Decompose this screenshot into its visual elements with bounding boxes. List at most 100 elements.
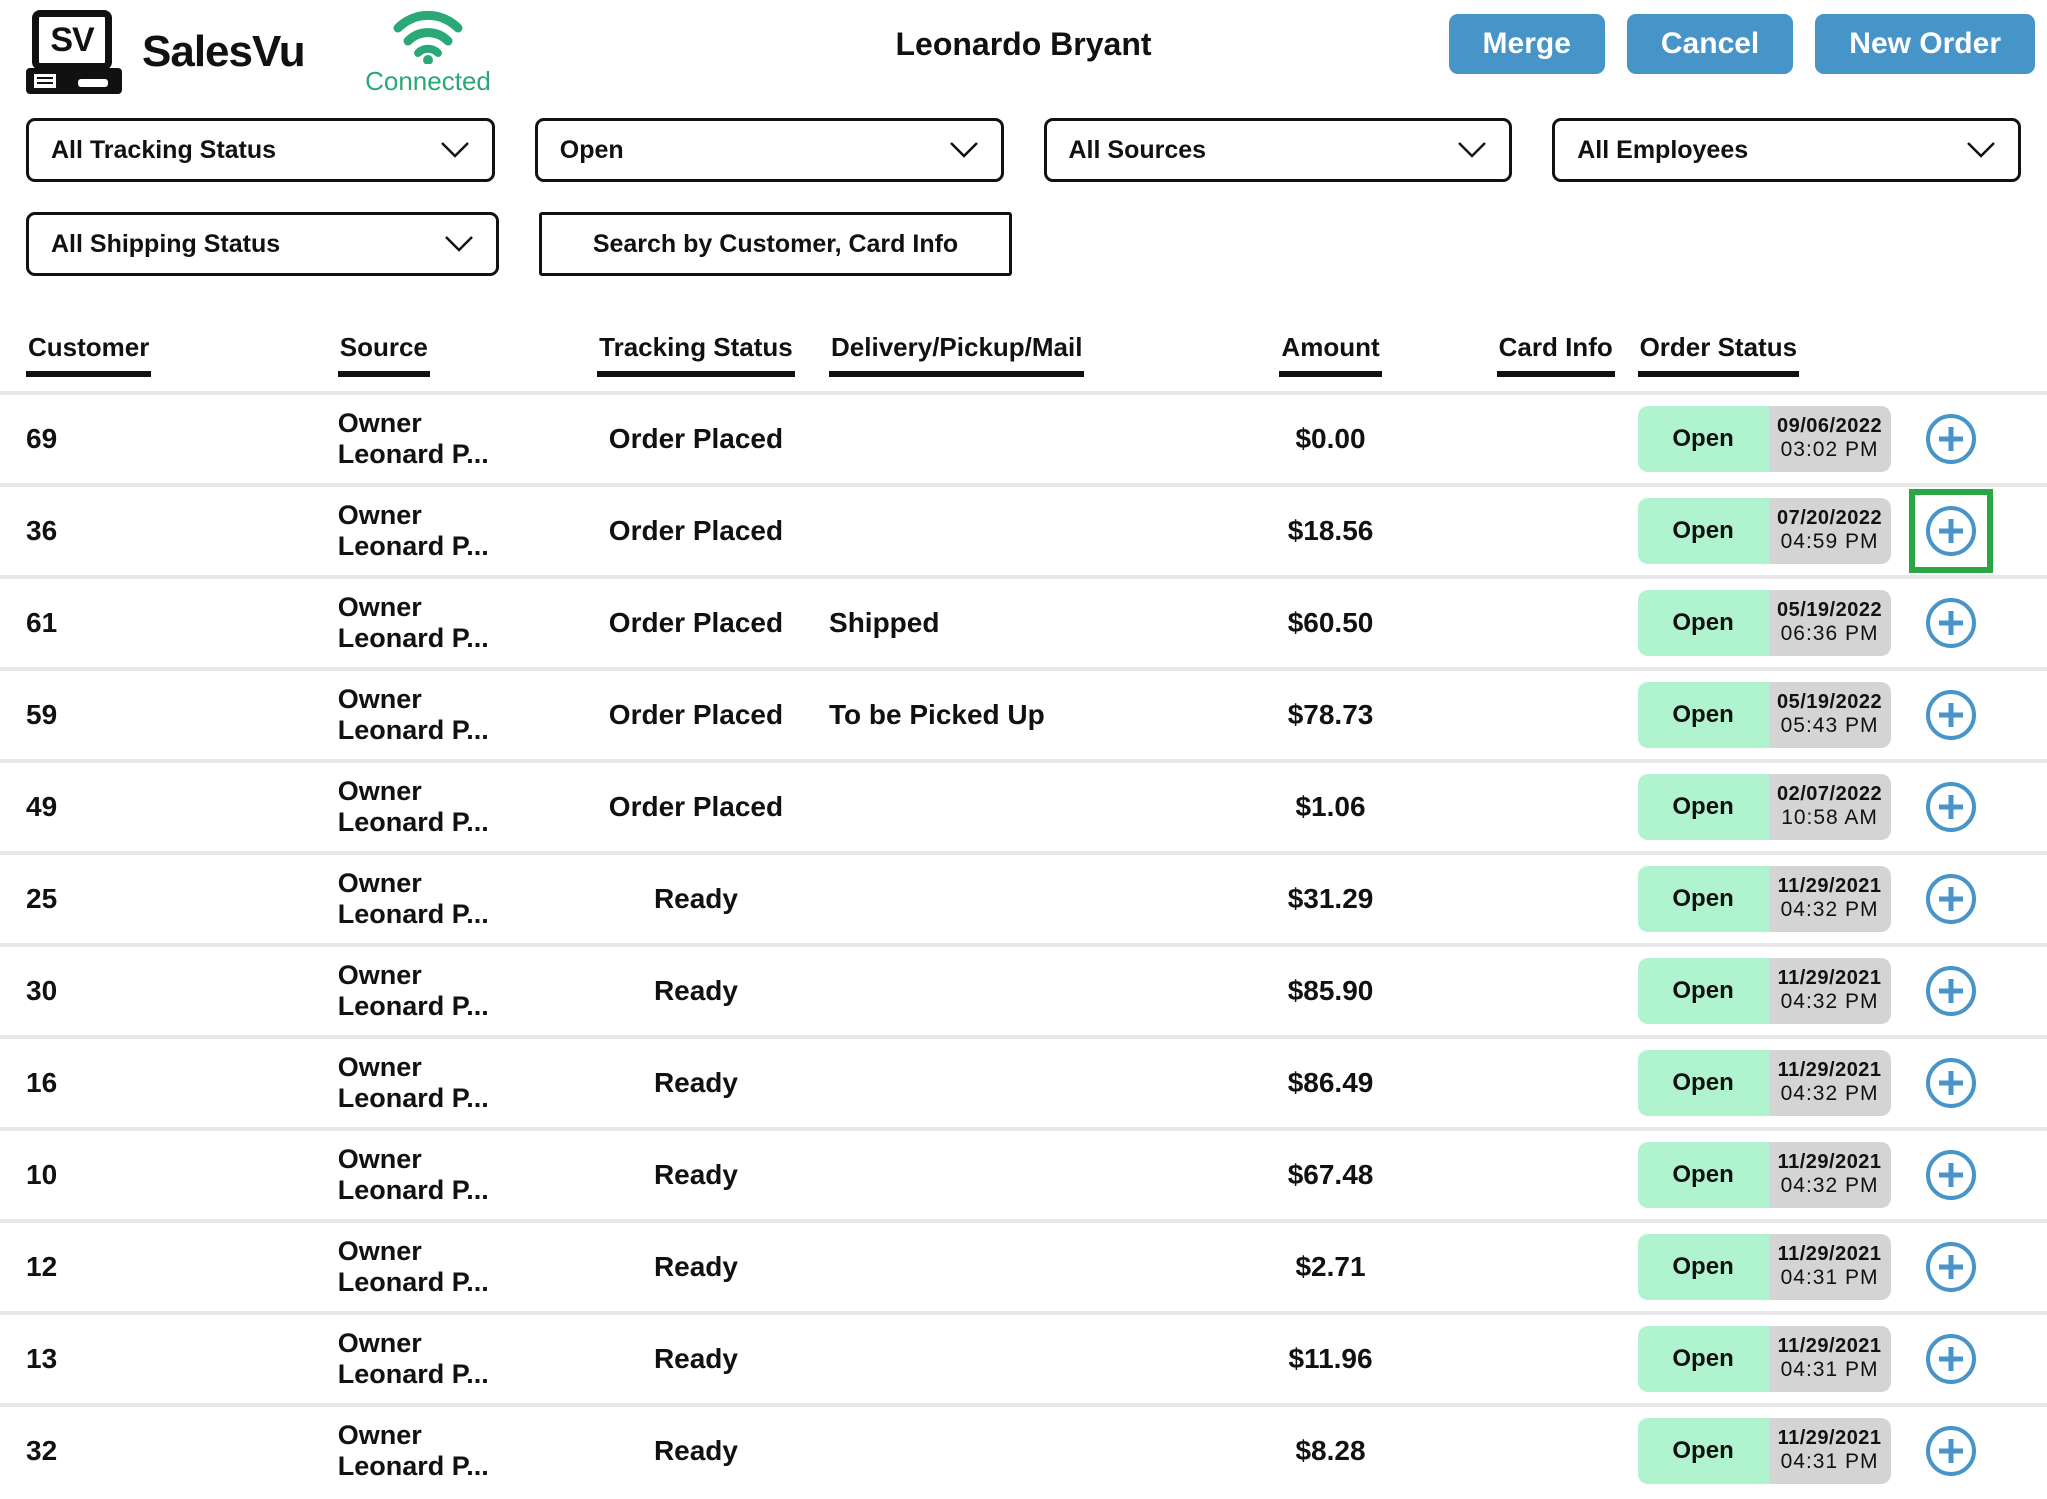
header-actions: Merge Cancel New Order	[1449, 14, 2035, 74]
order-row[interactable]: 61 Owner Leonard P... Order Placed Shipp…	[0, 575, 2047, 667]
order-date: 02/07/2022	[1777, 783, 1882, 806]
order-status-badge: Open 05/19/2022 05:43 PM	[1638, 682, 1891, 748]
expand-order-button[interactable]	[1909, 581, 1993, 665]
expand-order-button[interactable]	[1909, 1133, 1993, 1217]
expand-order-button[interactable]	[1909, 1041, 1993, 1125]
customer-number: 30	[0, 975, 338, 1007]
expand-order-button[interactable]	[1909, 397, 1993, 481]
order-date: 11/29/2021	[1778, 1427, 1882, 1450]
order-row[interactable]: 25 Owner Leonard P... Ready $31.29 Open …	[0, 851, 2047, 943]
customer-number: 16	[0, 1067, 338, 1099]
order-row[interactable]: 13 Owner Leonard P... Ready $11.96 Open …	[0, 1311, 2047, 1403]
order-source: Owner Leonard P...	[338, 1052, 563, 1114]
order-status-cell: Open 11/29/2021 04:32 PM	[1638, 1133, 2047, 1217]
shipping-status-dropdown[interactable]: All Shipping Status	[26, 212, 499, 276]
merge-button[interactable]: Merge	[1449, 14, 1605, 74]
order-status-badge: Open 11/29/2021 04:32 PM	[1638, 1050, 1891, 1116]
order-status-cell: Open 11/29/2021 04:31 PM	[1638, 1409, 2047, 1493]
logo-sv-text: SV	[50, 21, 93, 60]
plus-icon	[1924, 964, 1978, 1018]
order-datetime: 02/07/2022 10:58 AM	[1769, 774, 1891, 840]
order-date: 05/19/2022	[1777, 691, 1882, 714]
order-status-dropdown[interactable]: Open	[535, 118, 1004, 182]
order-status-badge: Open 11/29/2021 04:31 PM	[1638, 1326, 1891, 1392]
order-amount: $2.71	[1187, 1251, 1474, 1283]
order-date: 11/29/2021	[1778, 1335, 1882, 1358]
order-source: Owner Leonard P...	[338, 684, 563, 746]
chevron-down-icon	[440, 141, 470, 159]
order-amount: $85.90	[1187, 975, 1474, 1007]
order-status-cell: Open 02/07/2022 10:58 AM	[1638, 765, 2047, 849]
order-source: Owner Leonard P...	[338, 500, 563, 562]
customer-number: 36	[0, 515, 338, 547]
expand-order-button[interactable]	[1909, 1225, 1993, 1309]
order-row[interactable]: 36 Owner Leonard P... Order Placed $18.5…	[0, 483, 2047, 575]
column-header-order-status: Order Status	[1638, 332, 2047, 377]
chevron-down-icon	[1966, 141, 1996, 159]
order-amount: $31.29	[1187, 883, 1474, 915]
order-date: 11/29/2021	[1778, 1151, 1882, 1174]
order-datetime: 09/06/2022 03:02 PM	[1769, 406, 1891, 472]
order-datetime: 11/29/2021 04:32 PM	[1769, 1050, 1891, 1116]
customer-number: 25	[0, 883, 338, 915]
order-datetime: 11/29/2021 04:31 PM	[1769, 1234, 1891, 1300]
order-time: 04:32 PM	[1781, 1082, 1879, 1106]
cancel-button[interactable]: Cancel	[1627, 14, 1793, 74]
tracking-status: Order Placed	[563, 791, 829, 823]
expand-order-button[interactable]	[1909, 1409, 1993, 1493]
order-row[interactable]: 10 Owner Leonard P... Ready $67.48 Open …	[0, 1127, 2047, 1219]
order-status-cell: Open 07/20/2022 04:59 PM	[1638, 489, 2047, 573]
order-row[interactable]: 32 Owner Leonard P... Ready $8.28 Open 1…	[0, 1403, 2047, 1495]
order-status-open-label: Open	[1638, 774, 1769, 840]
order-time: 04:32 PM	[1781, 990, 1879, 1014]
expand-order-button[interactable]	[1909, 765, 1993, 849]
order-row[interactable]: 30 Owner Leonard P... Ready $85.90 Open …	[0, 943, 2047, 1035]
connection-status-label: Connected	[358, 66, 498, 97]
order-amount: $78.73	[1187, 699, 1474, 731]
tracking-status-dropdown-label: All Tracking Status	[51, 136, 276, 165]
order-status-badge: Open 11/29/2021 04:32 PM	[1638, 1142, 1891, 1208]
plus-icon	[1924, 688, 1978, 742]
tracking-status-dropdown[interactable]: All Tracking Status	[26, 118, 495, 182]
filters-section: All Tracking Status Open All Sources All…	[0, 104, 2047, 276]
order-amount: $11.96	[1187, 1343, 1474, 1375]
expand-order-button[interactable]	[1909, 857, 1993, 941]
order-time: 04:32 PM	[1781, 1174, 1879, 1198]
order-amount: $1.06	[1187, 791, 1474, 823]
expand-order-button[interactable]	[1909, 673, 1993, 757]
connection-status: Connected	[358, 6, 498, 97]
order-status-cell: Open 05/19/2022 06:36 PM	[1638, 581, 2047, 665]
tracking-status: Ready	[563, 1435, 829, 1467]
order-row[interactable]: 16 Owner Leonard P... Ready $86.49 Open …	[0, 1035, 2047, 1127]
order-date: 05/19/2022	[1777, 599, 1882, 622]
order-date: 11/29/2021	[1778, 967, 1882, 990]
expand-order-button[interactable]	[1909, 949, 1993, 1033]
order-date: 07/20/2022	[1777, 507, 1882, 530]
chevron-down-icon	[1457, 141, 1487, 159]
order-time: 04:32 PM	[1781, 898, 1879, 922]
expand-order-button[interactable]	[1909, 1317, 1993, 1401]
page-title-customer-name: Leonardo Bryant	[895, 26, 1151, 63]
plus-icon	[1924, 596, 1978, 650]
order-amount: $60.50	[1187, 607, 1474, 639]
employees-dropdown[interactable]: All Employees	[1552, 118, 2021, 182]
tracking-status: Ready	[563, 883, 829, 915]
plus-icon	[1924, 412, 1978, 466]
order-datetime: 07/20/2022 04:59 PM	[1769, 498, 1891, 564]
expand-order-button[interactable]	[1909, 489, 1993, 573]
order-source: Owner Leonard P...	[338, 1420, 563, 1482]
sources-dropdown[interactable]: All Sources	[1044, 118, 1513, 182]
order-datetime: 05/19/2022 05:43 PM	[1769, 682, 1891, 748]
new-order-button[interactable]: New Order	[1815, 14, 2035, 74]
order-date: 09/06/2022	[1777, 415, 1882, 438]
order-row[interactable]: 69 Owner Leonard P... Order Placed $0.00…	[0, 391, 2047, 483]
search-input[interactable]	[564, 215, 987, 273]
plus-icon	[1924, 872, 1978, 926]
order-row[interactable]: 59 Owner Leonard P... Order Placed To be…	[0, 667, 2047, 759]
customer-number: 61	[0, 607, 338, 639]
customer-number: 32	[0, 1435, 338, 1467]
brand: SV SalesVu	[26, 8, 305, 96]
order-amount: $0.00	[1187, 423, 1474, 455]
order-row[interactable]: 12 Owner Leonard P... Ready $2.71 Open 1…	[0, 1219, 2047, 1311]
order-row[interactable]: 49 Owner Leonard P... Order Placed $1.06…	[0, 759, 2047, 851]
